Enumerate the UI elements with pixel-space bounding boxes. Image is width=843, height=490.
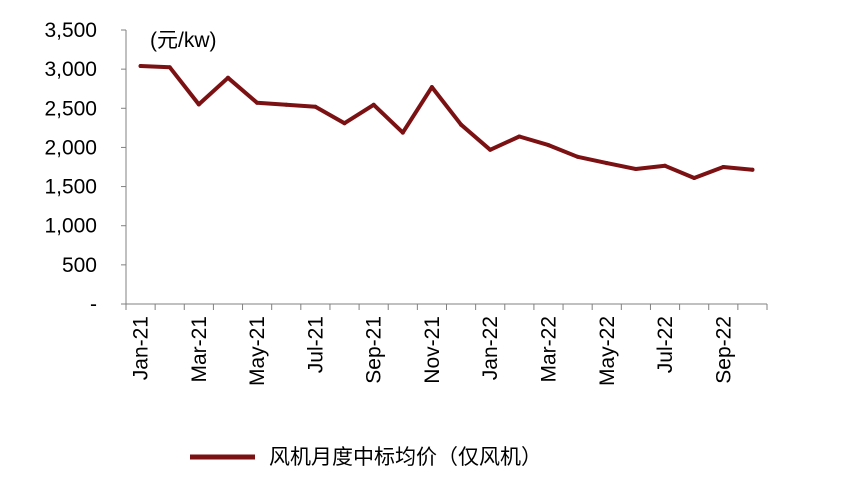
x-tick-label: Sep-22	[712, 316, 735, 384]
y-tick-label: 3,500	[44, 19, 97, 42]
x-tick-label: Mar-22	[537, 316, 560, 383]
data-point	[138, 64, 143, 68]
data-point	[721, 165, 726, 169]
data-point	[750, 167, 755, 172]
y-tick-label: 1,000	[44, 215, 97, 238]
y-tick-label: 3,000	[44, 58, 97, 81]
data-point	[196, 102, 201, 107]
data-point	[575, 154, 580, 159]
x-axis: Jan-21 Mar-21 May-21 Jul-21 Sep-21 Nov-21 Jan-…	[125, 303, 768, 386]
y-axis: - 500 1,000 1,500 2,000 2,500 3,000 3,500	[44, 19, 127, 316]
series-layer	[138, 64, 755, 180]
y-tick-label: 2,500	[44, 97, 97, 120]
data-point	[633, 167, 638, 171]
y-unit-label: (元/kw)	[150, 29, 217, 52]
data-point	[663, 163, 667, 168]
y-tick-label: 2,000	[44, 136, 97, 159]
legend: 风机月度中标均价（仅风机）	[190, 445, 542, 469]
x-tick-label: May-22	[596, 316, 619, 386]
data-point	[226, 75, 230, 80]
data-point	[255, 100, 260, 105]
y-tick-label: -	[90, 293, 97, 316]
x-tick-label: Jan-22	[479, 316, 502, 380]
data-point	[459, 122, 464, 127]
data-point	[313, 104, 318, 109]
series-line	[138, 64, 755, 180]
x-tick-label: Sep-21	[363, 316, 386, 384]
data-point	[488, 147, 493, 152]
y-tick-label: 1,500	[44, 176, 97, 199]
data-point	[284, 102, 289, 107]
data-point	[371, 102, 376, 107]
data-point	[342, 121, 347, 126]
data-point	[517, 134, 522, 139]
x-tick-label: May-21	[246, 316, 269, 386]
x-tick-label: Mar-21	[188, 316, 211, 383]
x-tick-label: Jan-21	[130, 316, 153, 380]
x-tick-label: Nov-21	[421, 316, 444, 384]
data-point	[604, 161, 609, 166]
data-point	[167, 65, 172, 70]
y-tick-label: 500	[62, 254, 97, 277]
x-tick-label: Jul-21	[304, 316, 327, 373]
data-point	[429, 85, 434, 90]
data-point	[400, 130, 405, 135]
x-tick-label: Jul-22	[654, 316, 677, 373]
legend-label: 风机月度中标均价（仅风机）	[269, 445, 542, 469]
data-point	[692, 176, 697, 180]
data-point	[546, 143, 551, 148]
